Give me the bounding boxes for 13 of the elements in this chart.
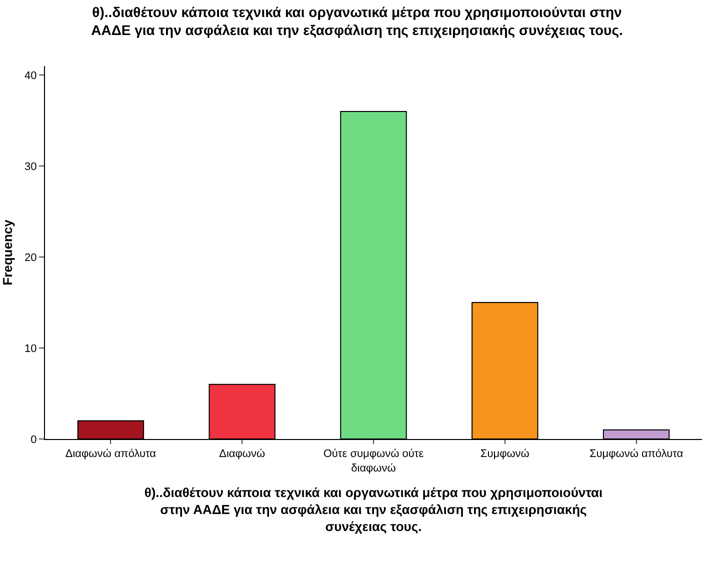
x-tick-label: Ούτε συμφωνώ ούτε διαφωνώ [323,448,424,474]
x-axis-title: θ)..διαθέτουν κάποια τεχνικά και οργανωτικά μέτρα που χρησιμοποιούνται στην ΑΑΔΕ για την ασφάλεια και την εξασφάλιση της επιχειρησιακής συνέχειας τους. [144,485,604,534]
x-tick-label: Διαφωνώ [219,448,266,460]
y-tick-label: 30 [24,160,37,173]
y-tick-label: 40 [24,70,37,82]
x-tick-label: Συμφωνώ απόλυτα [589,448,684,460]
x-tick-label: Διαφωνώ απόλυτα [65,448,157,460]
y-tick-label: 20 [24,252,37,264]
chart-title: θ)..διαθέτουν κάποια τεχνικά και οργανωτικά μέτρα που χρησιμοποιούνται στην ΑΑΔΕ για την ασφάλεια και την εξασφάλιση της επιχειρησιακής συνέχειας τους. [91,4,623,38]
y-axis-title: Frequency [0,218,15,286]
y-tick-label: 0 [30,434,37,446]
x-tick-label: Συμφωνώ [480,448,530,460]
y-tick-label: 10 [24,342,37,355]
